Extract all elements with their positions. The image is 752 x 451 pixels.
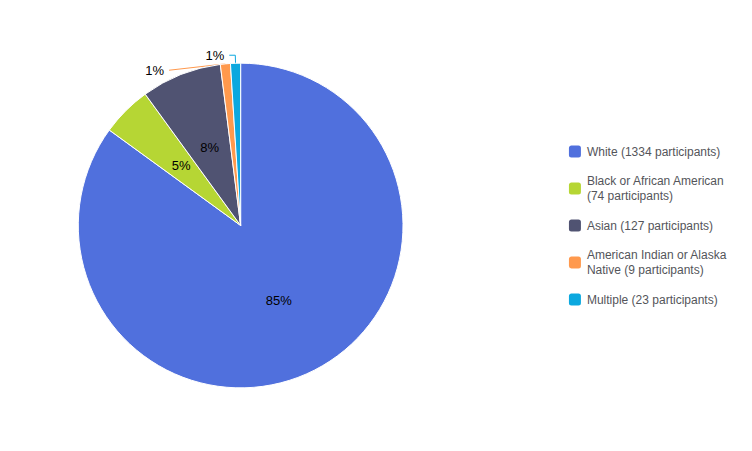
svg-text:85%: 85%	[266, 293, 292, 308]
svg-text:Asian (127 participants): Asian (127 participants)	[587, 219, 713, 233]
svg-text:1%: 1%	[205, 48, 224, 63]
svg-text:(74 participants): (74 participants)	[587, 189, 673, 203]
svg-text:5%: 5%	[172, 158, 191, 173]
svg-text:1%: 1%	[145, 63, 164, 78]
svg-text:White (1334 participants): White (1334 participants)	[587, 145, 720, 159]
svg-text:Native (9 participants): Native (9 participants)	[587, 263, 704, 277]
svg-text:American Indian or Alaska: American Indian or Alaska	[587, 248, 727, 262]
svg-text:Multiple (23 participants): Multiple (23 participants)	[587, 293, 718, 307]
svg-text:Black or African American: Black or African American	[587, 174, 724, 188]
svg-text:8%: 8%	[200, 140, 219, 155]
